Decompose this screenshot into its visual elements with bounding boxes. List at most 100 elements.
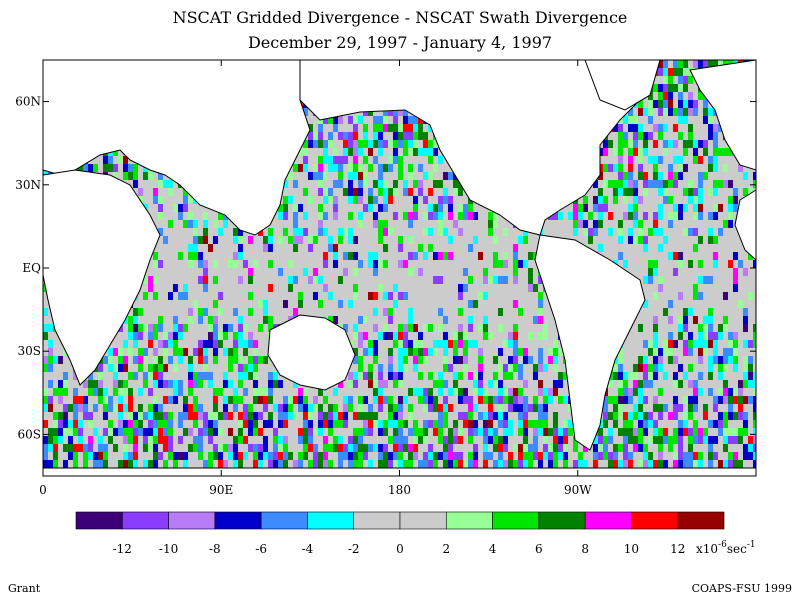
divergence-cell (673, 284, 678, 292)
divergence-cell (683, 300, 688, 308)
divergence-cell (303, 236, 308, 244)
divergence-cell (508, 332, 513, 340)
divergence-cell (748, 292, 753, 300)
divergence-cell (438, 148, 443, 156)
divergence-cell (668, 332, 673, 340)
divergence-cell (723, 60, 728, 68)
divergence-cell (458, 292, 463, 300)
divergence-cell (453, 308, 458, 316)
divergence-cell (648, 188, 653, 196)
divergence-cell (508, 244, 513, 252)
divergence-cell (373, 324, 378, 332)
divergence-cell (733, 252, 738, 260)
divergence-cell (663, 84, 668, 92)
divergence-cell (348, 204, 353, 212)
divergence-cell (658, 252, 663, 260)
divergence-cell (478, 204, 483, 212)
divergence-cell (523, 260, 528, 268)
divergence-cell (678, 188, 683, 196)
divergence-cell (263, 260, 268, 268)
divergence-cell (478, 252, 483, 260)
divergence-cell (433, 188, 438, 196)
divergence-cell (203, 284, 208, 292)
divergence-cell (343, 228, 348, 236)
divergence-cell (668, 140, 673, 148)
divergence-cell (318, 228, 323, 236)
divergence-cell (153, 332, 158, 340)
divergence-cell (443, 236, 448, 244)
divergence-cell (363, 124, 368, 132)
divergence-cell (718, 148, 723, 156)
divergence-cell (328, 228, 333, 236)
divergence-cell (338, 212, 343, 220)
divergence-cell (178, 260, 183, 268)
divergence-cell (228, 260, 233, 268)
divergence-cell (298, 268, 303, 276)
divergence-cell (213, 316, 218, 324)
divergence-cell (633, 124, 638, 132)
divergence-cell (658, 204, 663, 212)
divergence-cell (388, 316, 393, 324)
divergence-cell (493, 244, 498, 252)
divergence-cell (158, 292, 163, 300)
divergence-cell (493, 260, 498, 268)
divergence-cell (228, 316, 233, 324)
divergence-cell (243, 252, 248, 260)
divergence-cell (288, 236, 293, 244)
divergence-cell (338, 236, 343, 244)
divergence-cell (438, 204, 443, 212)
divergence-cell (118, 156, 123, 164)
divergence-cell (718, 300, 723, 308)
divergence-cell (563, 212, 568, 220)
divergence-cell (263, 244, 268, 252)
divergence-cell (438, 300, 443, 308)
divergence-cell (363, 316, 368, 324)
divergence-cell (473, 204, 478, 212)
divergence-cell (623, 212, 628, 220)
divergence-cell (448, 300, 453, 308)
divergence-cell (398, 276, 403, 284)
divergence-cell (398, 220, 403, 228)
divergence-cell (473, 268, 478, 276)
divergence-cell (293, 260, 298, 268)
divergence-cell (413, 212, 418, 220)
divergence-cell (308, 140, 313, 148)
divergence-cell (308, 172, 313, 180)
divergence-cell (638, 180, 643, 188)
divergence-cell (503, 300, 508, 308)
divergence-cell (738, 188, 743, 196)
divergence-cell (518, 284, 523, 292)
divergence-cell (108, 156, 113, 164)
divergence-cell (628, 164, 633, 172)
divergence-cell (398, 196, 403, 204)
divergence-cell (248, 292, 253, 300)
divergence-cell (138, 180, 143, 188)
divergence-cell (173, 244, 178, 252)
divergence-cell (423, 132, 428, 140)
divergence-cell (443, 300, 448, 308)
divergence-cell (263, 236, 268, 244)
divergence-cell (333, 212, 338, 220)
divergence-cell (153, 252, 158, 260)
divergence-cell (753, 316, 756, 324)
divergence-cell (603, 140, 608, 148)
divergence-cell (673, 100, 678, 108)
divergence-cell (693, 228, 698, 236)
divergence-cell (363, 284, 368, 292)
divergence-cell (508, 236, 513, 244)
divergence-cell (698, 116, 703, 124)
divergence-cell (753, 268, 756, 276)
divergence-cell (678, 116, 683, 124)
divergence-cell (713, 220, 718, 228)
divergence-cell (623, 236, 628, 244)
divergence-cell (263, 228, 268, 236)
divergence-cell (513, 236, 518, 244)
divergence-cell (658, 188, 663, 196)
divergence-cell (573, 212, 578, 220)
divergence-cell (363, 236, 368, 244)
divergence-cell (738, 268, 743, 276)
divergence-cell (683, 228, 688, 236)
divergence-cell (293, 204, 298, 212)
divergence-cell (363, 244, 368, 252)
divergence-cell (438, 180, 443, 188)
